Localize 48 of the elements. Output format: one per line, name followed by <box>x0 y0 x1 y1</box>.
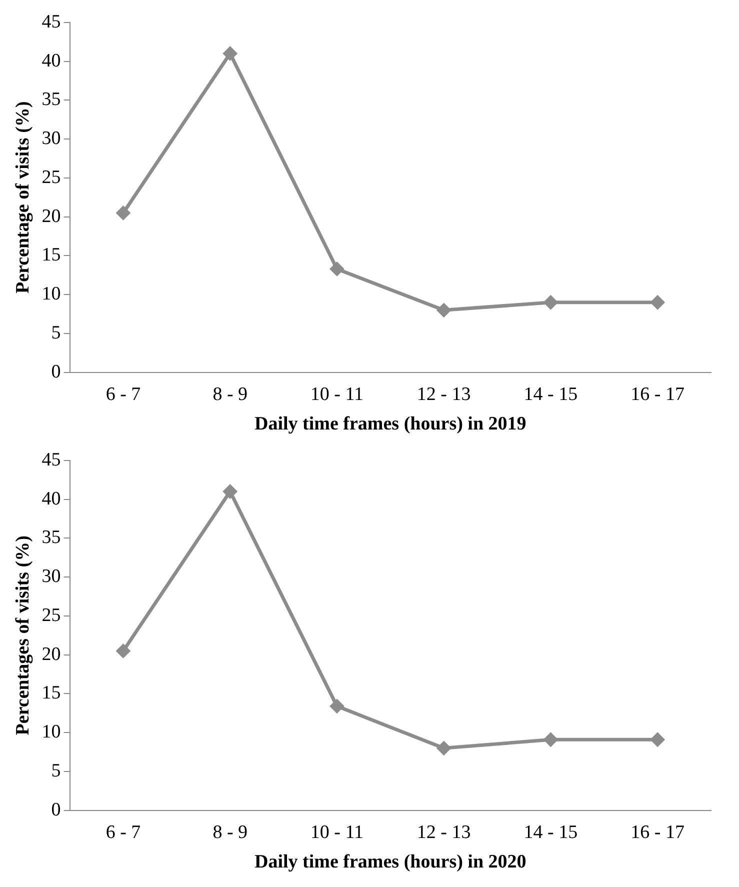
y-tick-label: 30 <box>42 566 61 588</box>
x-tick-label: 16 - 17 <box>630 822 684 843</box>
point <box>223 46 237 60</box>
y-tick-label: 5 <box>51 760 61 782</box>
x-tick-label: 12 - 13 <box>416 822 471 843</box>
y-tick-label: 35 <box>42 89 61 110</box>
y-tick-label: 15 <box>42 682 61 704</box>
x-tick-label: 10 - 11 <box>310 822 364 843</box>
y-tick-label: 30 <box>42 128 61 150</box>
y-tick-label: 25 <box>42 166 61 188</box>
point <box>330 262 344 276</box>
point <box>650 732 664 746</box>
y-tick-label: 20 <box>42 644 61 665</box>
y-tick-label: 35 <box>42 527 61 548</box>
y-tick-label: 20 <box>42 206 61 227</box>
x-tick-label: 8 - 9 <box>212 822 248 843</box>
x-tick-label: 6 - 7 <box>106 384 141 405</box>
point <box>437 303 451 317</box>
y-tick-label: 5 <box>51 322 61 344</box>
point <box>650 296 664 310</box>
point <box>223 484 237 498</box>
y-axis-title: Percentages of visits (%) <box>12 536 34 736</box>
point <box>544 296 558 310</box>
point <box>544 732 558 746</box>
y-tick-label: 40 <box>42 50 61 72</box>
y-tick-label: 0 <box>51 799 61 820</box>
point <box>330 699 344 713</box>
y-axis-title: Percentage of visits (%) <box>12 101 34 294</box>
x-tick-label: 8 - 9 <box>212 384 248 405</box>
x-axis-title: Daily time frames (hours) in 2020 <box>254 852 526 873</box>
y-tick-label: 40 <box>42 488 61 510</box>
y-tick-label: 45 <box>42 11 61 32</box>
x-axis-title: Daily time frames (hours) in 2019 <box>254 414 526 435</box>
point <box>437 741 451 755</box>
y-tick-label: 15 <box>42 244 61 266</box>
x-tick-label: 12 - 13 <box>416 384 471 405</box>
x-tick-label: 14 - 15 <box>524 384 578 405</box>
y-tick-label: 10 <box>42 722 61 743</box>
y-tick-label: 25 <box>42 604 61 626</box>
y-tick-label: 0 <box>51 361 61 382</box>
point <box>116 644 130 658</box>
y-tick-label: 10 <box>42 284 61 305</box>
y-tick-label: 45 <box>42 449 61 470</box>
x-tick-label: 10 - 11 <box>310 384 364 405</box>
x-tick-label: 16 - 17 <box>630 384 684 405</box>
x-tick-label: 6 - 7 <box>106 822 141 843</box>
point <box>116 206 130 220</box>
x-tick-label: 14 - 15 <box>524 822 578 843</box>
